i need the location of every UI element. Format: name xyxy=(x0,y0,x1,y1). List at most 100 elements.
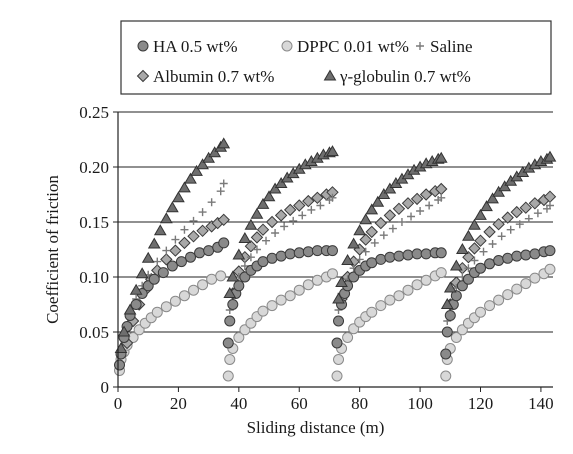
point-ha-0-5-wt-0-11 xyxy=(175,256,187,268)
x-tick-label-4: 80 xyxy=(351,394,368,413)
plot-data xyxy=(114,137,557,382)
point-albumin-0-7-wt-1-9 xyxy=(293,199,306,212)
point-dppc-0-01-wt-1-10 xyxy=(284,290,296,302)
point-dppc-0-01-wt-1-3 xyxy=(233,332,245,343)
point-globulin-0-7-wt-0-1 xyxy=(117,325,131,337)
point-saline-0-11 xyxy=(198,208,207,217)
point-dppc-0-01-wt-1-8 xyxy=(266,300,278,312)
point-ha-0-5-wt-3-11 xyxy=(502,252,514,264)
point-ha-0-5-wt-0-5 xyxy=(130,299,142,310)
point-ha-0-5-wt-1-2 xyxy=(227,299,239,310)
point-albumin-0-7-wt-0-7 xyxy=(169,244,182,257)
point-ha-0-5-wt-2-14 xyxy=(420,248,432,260)
point-saline-2-11 xyxy=(416,207,425,215)
point-globulin-0-7-wt-3-18 xyxy=(543,150,557,162)
point-globulin-0-7-wt-0-11 xyxy=(178,181,191,193)
point-globulin-0-7-wt-0-6 xyxy=(147,237,161,249)
point-dppc-0-01-wt-0-8 xyxy=(151,306,163,318)
legend-label-globulin-0-7-wt: γ-globulin 0.7 wt% xyxy=(339,67,471,86)
legend: HA 0.5 wt% DPPC 0.01 wt% Saline Albumin 0.7… xyxy=(120,20,552,95)
point-ha-0-5-wt-3-14 xyxy=(529,248,541,260)
point-albumin-0-7-wt-1-8 xyxy=(283,203,297,217)
point-globulin-0-7-wt-2-7 xyxy=(371,195,385,207)
point-globulin-0-7-wt-3-7 xyxy=(480,200,493,212)
point-globulin-0-7-wt-1-0 xyxy=(223,287,237,298)
legend-label-dppc-0-01-wt: DPPC 0.01 wt% xyxy=(297,37,409,56)
point-dppc-0-01-wt-3-15 xyxy=(544,263,556,275)
point-saline-0-6 xyxy=(153,257,162,266)
point-albumin-0-7-wt-1-3 xyxy=(244,239,258,253)
point-saline-0-13 xyxy=(216,187,225,196)
point-ha-0-5-wt-1-16 xyxy=(326,245,338,257)
point-ha-0-5-wt-1-13 xyxy=(302,246,314,258)
point-ha-0-5-wt-1-8 xyxy=(257,256,269,268)
point-ha-0-5-wt-3-13 xyxy=(520,249,532,261)
point-albumin-0-7-wt-2-5 xyxy=(365,225,378,239)
point-dppc-0-01-wt-3-13 xyxy=(529,272,541,284)
x-tick-label-0: 0 xyxy=(114,394,123,413)
point-globulin-0-7-wt-3-9 xyxy=(492,185,505,197)
point-ha-0-5-wt-3-2 xyxy=(444,310,456,321)
point-saline-3-9 xyxy=(506,225,515,234)
legend-label-albumin-0-7-wt: Albumin 0.7 wt% xyxy=(153,67,274,86)
legend-marker-saline xyxy=(416,42,424,50)
point-albumin-0-7-wt-3-6 xyxy=(483,225,496,239)
point-ha-0-5-wt-2-0 xyxy=(331,337,343,349)
point-ha-0-5-wt-1-11 xyxy=(284,248,296,260)
point-dppc-0-01-wt-3-11 xyxy=(511,283,523,295)
point-globulin-0-7-wt-0-8 xyxy=(159,212,173,224)
point-saline-1-4 xyxy=(246,253,255,262)
point-dppc-0-01-wt-0-15 xyxy=(215,270,227,282)
point-albumin-0-7-wt-3-8 xyxy=(501,211,514,224)
point-globulin-0-7-wt-3-3 xyxy=(456,243,469,254)
legend-box xyxy=(120,20,552,95)
point-albumin-0-7-wt-3-9 xyxy=(510,205,523,219)
point-dppc-0-01-wt-1-1 xyxy=(224,354,236,365)
point-dppc-0-01-wt-1-11 xyxy=(293,284,305,296)
point-globulin-0-7-wt-0-18 xyxy=(217,137,231,149)
point-dppc-0-01-wt-1-15 xyxy=(326,268,338,280)
point-ha-0-5-wt-3-0 xyxy=(440,348,452,360)
point-saline-1-9 xyxy=(289,216,298,225)
point-albumin-0-7-wt-2-9 xyxy=(401,197,415,210)
point-saline-1-10 xyxy=(298,211,307,220)
point-dppc-0-01-wt-2-7 xyxy=(366,306,378,318)
point-albumin-0-7-wt-2-10 xyxy=(410,192,424,206)
point-globulin-0-7-wt-0-5 xyxy=(141,251,155,263)
point-globulin-0-7-wt-1-7 xyxy=(262,190,276,202)
point-globulin-0-7-wt-2-4 xyxy=(353,224,367,236)
point-ha-0-5-wt-0-10 xyxy=(166,260,178,272)
point-globulin-0-7-wt-3-0 xyxy=(440,298,454,309)
point-saline-3-4 xyxy=(464,264,473,273)
point-ha-0-5-wt-0-9 xyxy=(157,267,169,279)
point-globulin-0-7-wt-3-8 xyxy=(486,192,499,204)
point-ha-0-5-wt-3-9 xyxy=(484,258,496,270)
point-dppc-0-01-wt-2-1 xyxy=(333,354,345,365)
point-albumin-0-7-wt-1-11 xyxy=(311,191,324,205)
point-globulin-0-7-wt-2-5 xyxy=(359,213,373,225)
point-globulin-0-7-wt-3-4 xyxy=(462,229,475,241)
y-tick-label-3: 0.15 xyxy=(79,213,109,232)
point-ha-0-5-wt-3-10 xyxy=(493,255,505,266)
legend-marker-albumin-0-7-wt xyxy=(136,69,150,83)
point-albumin-0-7-wt-2-11 xyxy=(419,188,433,201)
point-dppc-0-01-wt-3-7 xyxy=(475,306,486,318)
point-saline-0-10 xyxy=(189,216,198,225)
point-globulin-0-7-wt-3-2 xyxy=(449,259,463,271)
point-globulin-0-7-wt-3-10 xyxy=(498,180,512,192)
point-saline-1-7 xyxy=(271,229,280,237)
point-globulin-0-7-wt-2-9 xyxy=(383,182,397,194)
point-globulin-0-7-wt-3-6 xyxy=(474,208,487,220)
point-dppc-0-01-wt-2-13 xyxy=(420,274,432,286)
point-saline-0-8 xyxy=(171,235,180,244)
point-dppc-0-01-wt-3-12 xyxy=(520,278,532,290)
legend-label-saline: Saline xyxy=(430,37,473,56)
point-ha-0-5-wt-3-8 xyxy=(475,262,486,274)
point-albumin-0-7-wt-1-5 xyxy=(256,223,270,236)
y-tick-label-1: 0.05 xyxy=(79,323,109,342)
point-ha-0-5-wt-0-13 xyxy=(194,247,206,259)
point-globulin-0-7-wt-1-2 xyxy=(232,248,246,260)
point-saline-1-12 xyxy=(316,201,325,210)
point-saline-3-10 xyxy=(515,220,524,229)
point-albumin-0-7-wt-0-9 xyxy=(187,230,200,243)
